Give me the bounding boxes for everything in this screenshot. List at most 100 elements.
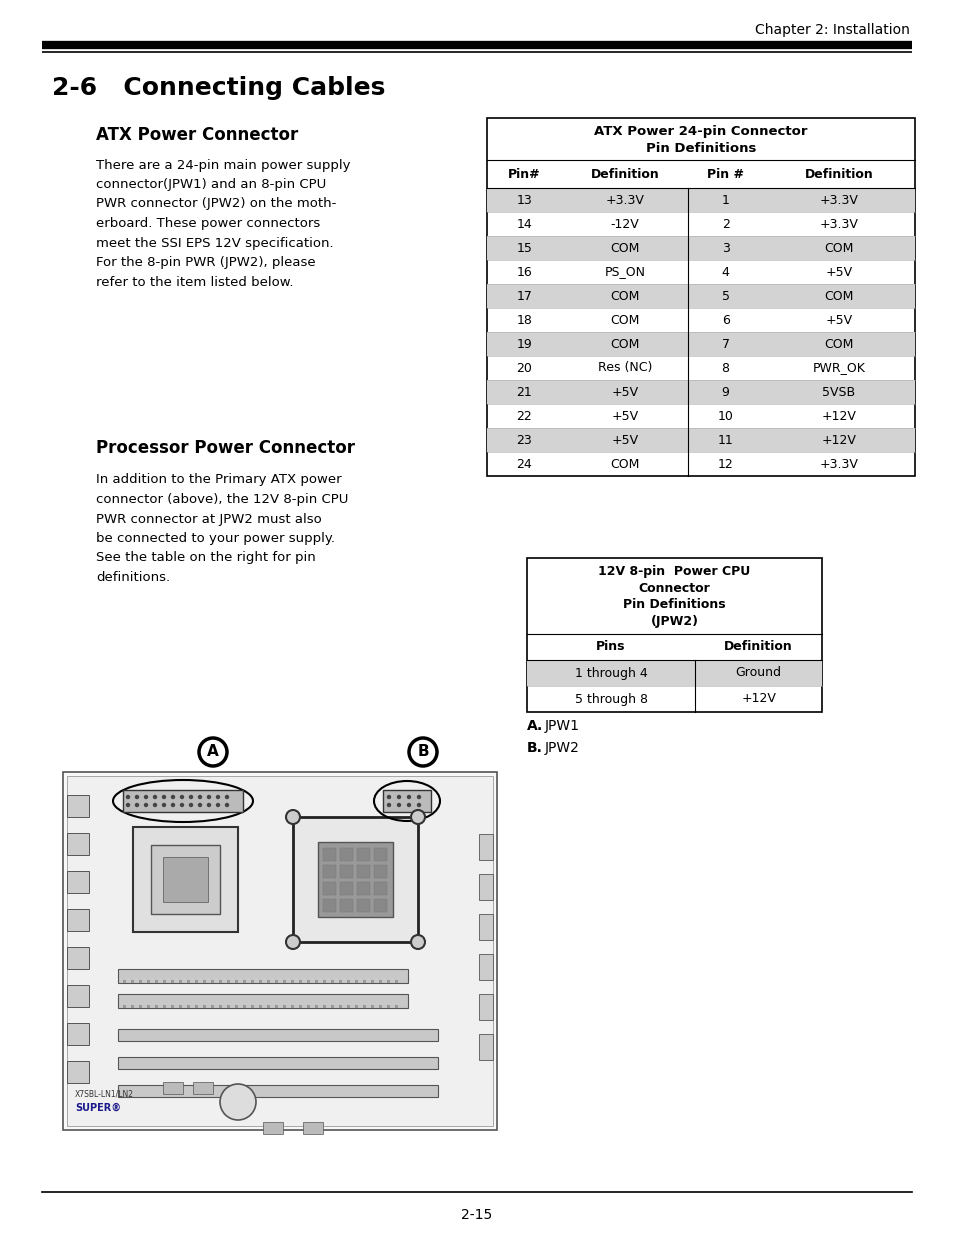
Bar — [67, 1023, 89, 1045]
Text: 20: 20 — [516, 362, 532, 374]
Bar — [338, 1005, 341, 1008]
Bar — [323, 899, 335, 911]
Bar — [323, 848, 335, 861]
Bar — [339, 848, 353, 861]
Text: There are a 24-pin main power supply: There are a 24-pin main power supply — [96, 158, 350, 172]
Bar — [291, 1005, 294, 1008]
Text: PWR_OK: PWR_OK — [812, 362, 864, 374]
Bar — [363, 1005, 366, 1008]
Circle shape — [127, 795, 130, 799]
Bar — [486, 284, 914, 308]
Bar — [163, 1082, 183, 1094]
Text: PWR connector at JPW2 must also: PWR connector at JPW2 must also — [96, 513, 321, 526]
Bar — [356, 899, 370, 911]
Bar — [211, 981, 213, 983]
Text: 2-6   Connecting Cables: 2-6 Connecting Cables — [52, 77, 385, 100]
Bar — [194, 981, 198, 983]
Text: 22: 22 — [516, 410, 532, 422]
Bar — [374, 899, 387, 911]
Bar — [478, 914, 493, 940]
Bar — [187, 1005, 190, 1008]
Bar — [123, 790, 243, 811]
Text: definitions.: definitions. — [96, 571, 170, 584]
Text: SUPER®: SUPER® — [75, 1103, 121, 1113]
Bar — [478, 874, 493, 900]
Text: 3: 3 — [720, 242, 729, 254]
Text: COM: COM — [610, 337, 639, 351]
Bar — [67, 986, 89, 1007]
Text: +3.3V: +3.3V — [819, 194, 858, 206]
Circle shape — [127, 804, 130, 806]
Bar — [243, 1005, 246, 1008]
Text: COM: COM — [823, 289, 853, 303]
Text: Connector: Connector — [638, 582, 710, 594]
Bar — [387, 1005, 390, 1008]
Bar — [163, 981, 166, 983]
Bar — [211, 1005, 213, 1008]
Circle shape — [172, 795, 174, 799]
Text: 16: 16 — [516, 266, 532, 279]
Circle shape — [135, 795, 138, 799]
Bar — [293, 818, 417, 942]
Bar — [203, 1005, 206, 1008]
Bar — [486, 188, 914, 212]
Text: 8: 8 — [720, 362, 729, 374]
Bar — [363, 981, 366, 983]
Bar — [486, 429, 914, 452]
Bar — [274, 1005, 277, 1008]
Bar — [478, 1034, 493, 1060]
Bar — [339, 864, 353, 878]
Bar — [154, 981, 158, 983]
Circle shape — [208, 795, 211, 799]
Bar — [371, 1005, 374, 1008]
Circle shape — [199, 739, 227, 766]
Bar — [486, 332, 914, 356]
Bar — [203, 981, 206, 983]
Text: +5V: +5V — [611, 433, 638, 447]
Bar — [374, 848, 387, 861]
Text: +5V: +5V — [824, 314, 852, 326]
Bar — [347, 1005, 350, 1008]
Bar — [234, 981, 237, 983]
Circle shape — [387, 804, 390, 806]
Circle shape — [198, 804, 201, 806]
Circle shape — [153, 804, 156, 806]
Bar — [67, 909, 89, 931]
Circle shape — [162, 804, 165, 806]
Circle shape — [190, 795, 193, 799]
Bar — [331, 1005, 334, 1008]
Text: Ground: Ground — [735, 667, 781, 679]
Bar — [478, 953, 493, 981]
Text: B: B — [416, 745, 428, 760]
Bar — [179, 981, 182, 983]
Text: 5 through 8: 5 through 8 — [574, 693, 647, 705]
Text: 2: 2 — [720, 217, 729, 231]
Bar — [374, 864, 387, 878]
Bar — [139, 1005, 142, 1008]
Text: COM: COM — [823, 337, 853, 351]
Bar — [395, 1005, 397, 1008]
Bar — [131, 1005, 133, 1008]
Text: Definition: Definition — [723, 641, 792, 653]
Circle shape — [407, 804, 410, 806]
Bar — [131, 981, 133, 983]
Text: PWR connector (JPW2) on the moth-: PWR connector (JPW2) on the moth- — [96, 198, 336, 210]
Bar — [67, 795, 89, 818]
Text: erboard. These power connectors: erboard. These power connectors — [96, 217, 320, 230]
Text: 11: 11 — [717, 433, 733, 447]
Bar — [371, 981, 374, 983]
Bar — [307, 1005, 310, 1008]
Text: In addition to the Primary ATX power: In addition to the Primary ATX power — [96, 473, 341, 487]
Text: +5V: +5V — [824, 266, 852, 279]
Bar — [219, 981, 222, 983]
Bar — [303, 1123, 323, 1134]
Bar — [163, 857, 208, 902]
Bar — [258, 1005, 262, 1008]
Bar — [139, 981, 142, 983]
Bar — [339, 899, 353, 911]
Bar — [478, 834, 493, 860]
Circle shape — [172, 804, 174, 806]
Bar — [234, 1005, 237, 1008]
Bar — [243, 981, 246, 983]
Text: 12V 8-pin  Power CPU: 12V 8-pin Power CPU — [598, 564, 750, 578]
